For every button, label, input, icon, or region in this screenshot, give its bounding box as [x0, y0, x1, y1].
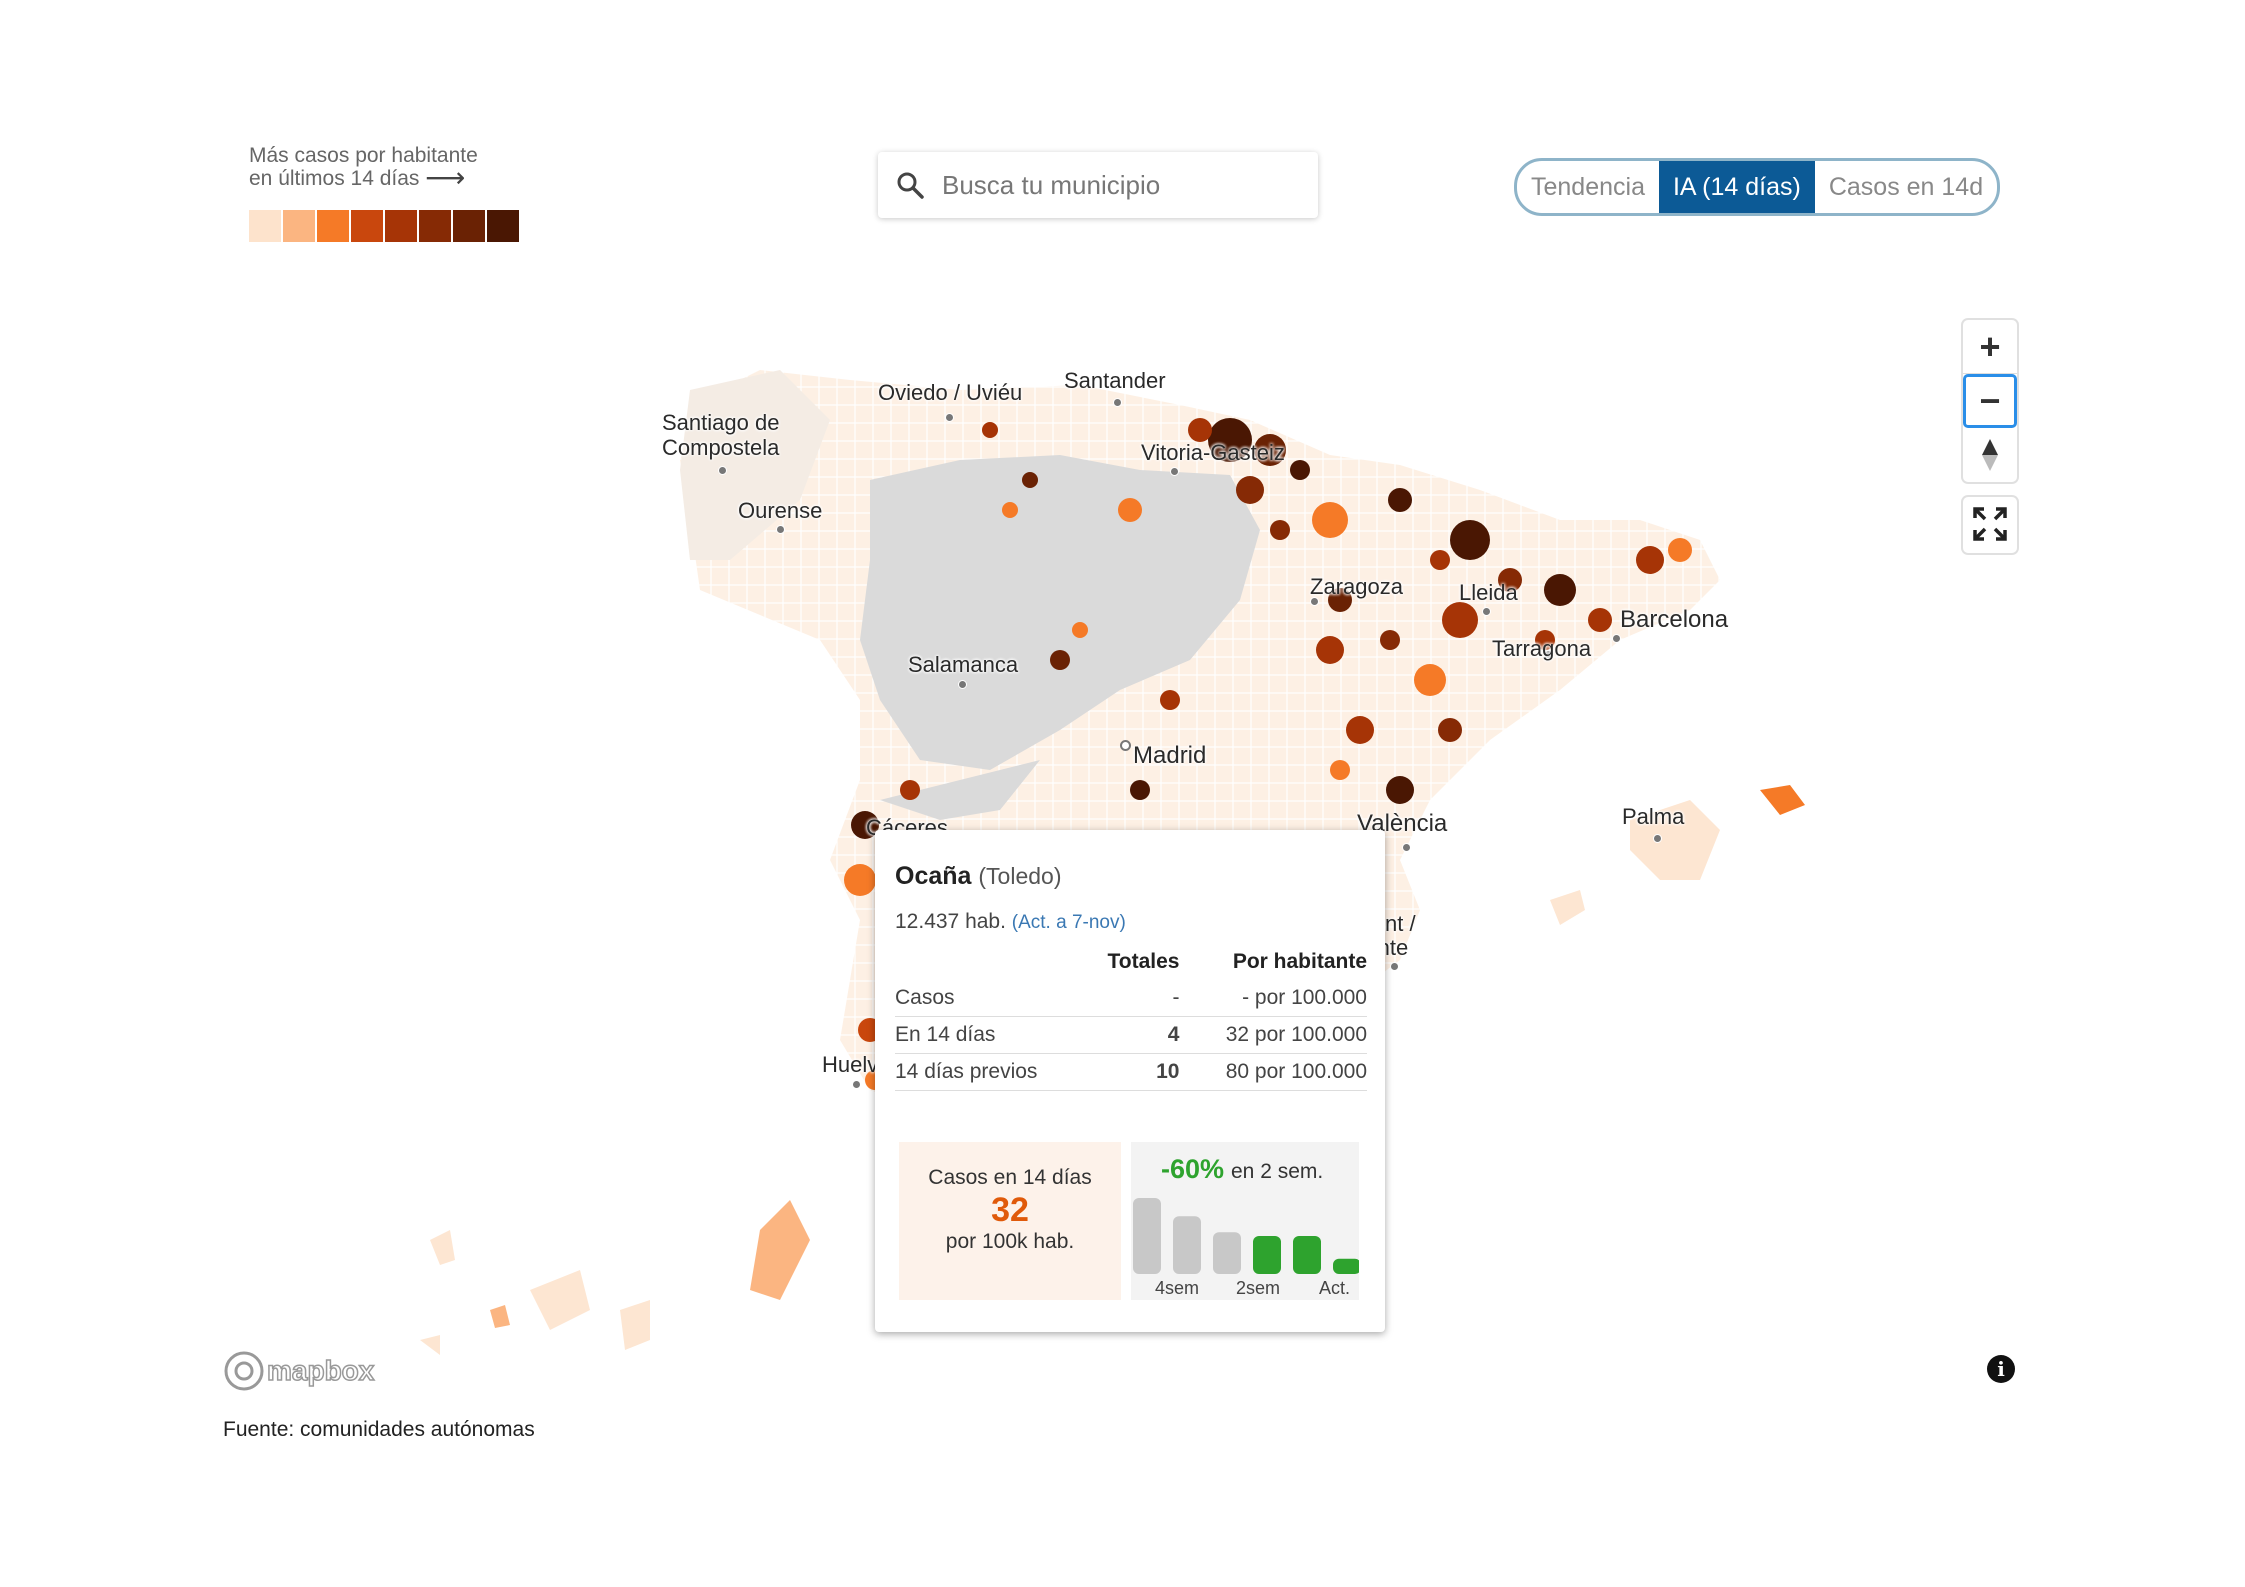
- compass-icon: [1982, 439, 1998, 471]
- legend-swatch: [249, 210, 283, 242]
- trend-bar: [1133, 1198, 1161, 1274]
- metric-toggle[interactable]: Tendencia IA (14 días) Casos en 14d: [1514, 158, 2001, 216]
- mapbox-logo[interactable]: mapbox: [223, 1350, 393, 1397]
- col-por-habitante: Por habitante: [1232, 950, 1367, 973]
- toggle-ia-14-dias[interactable]: IA (14 días): [1658, 161, 1815, 213]
- source-note: Fuente: comunidades autónomas: [223, 1418, 535, 1441]
- trend-bar: [1293, 1236, 1321, 1274]
- search-icon: [896, 171, 924, 199]
- trend-xlabel: 4sem: [1155, 1278, 1200, 1298]
- trend-xlabel: 2sem: [1236, 1278, 1281, 1298]
- fullscreen-icon: [1973, 507, 2007, 541]
- city-label: Salamanca: [908, 652, 1019, 677]
- search-input[interactable]: [940, 168, 1284, 202]
- legend-swatch: [351, 210, 385, 242]
- city-label: Madrid: [1133, 742, 1207, 769]
- toggle-casos-14d[interactable]: Casos en 14d: [1828, 173, 1984, 201]
- city-label: Oviedo / Uviéu: [878, 380, 1023, 405]
- updated-date: (Act. a 7-nov): [1011, 912, 1126, 933]
- municipality-name: Ocaña: [895, 862, 972, 890]
- col-totales: Totales: [1107, 950, 1180, 973]
- trend-percent: -60%: [1161, 1154, 1225, 1184]
- zoom-in-button[interactable]: +: [1963, 320, 2017, 374]
- legend: Más casos por habitante en últimos 14 dí…: [249, 145, 549, 242]
- trend-bars: [1133, 1198, 1359, 1274]
- city-label: Zaragoza: [1310, 574, 1403, 599]
- legend-title: Más casos por habitante en últimos 14 dí…: [249, 144, 478, 193]
- city-label: Vitoria-Gasteiz: [1141, 440, 1285, 465]
- trend-bar: [1173, 1216, 1201, 1274]
- legend-swatch: [283, 210, 317, 242]
- hotspots: [844, 418, 1692, 1090]
- legend-swatch: [419, 210, 453, 242]
- zoom-controls: + −: [1963, 320, 2017, 482]
- zoom-out-button[interactable]: −: [1963, 374, 2017, 428]
- fullscreen-control: [1963, 497, 2017, 553]
- compass-button[interactable]: [1963, 428, 2017, 482]
- fullscreen-button[interactable]: [1963, 497, 2017, 551]
- table-row: 14 días previos 10 80 por 100.000: [895, 1053, 1367, 1091]
- legend-swatch: [385, 210, 419, 242]
- legend-color-scale: [249, 210, 549, 242]
- stats-table: Totales Por habitante Casos - - por 100.…: [895, 944, 1367, 1091]
- table-row: Casos - - por 100.000: [895, 980, 1367, 1017]
- city-label: Lleida: [1459, 580, 1518, 605]
- cases-14d-value: 32: [991, 1191, 1029, 1229]
- info-button[interactable]: i: [1987, 1355, 2015, 1383]
- trend-bar: [1253, 1236, 1281, 1274]
- table-row: En 14 días 4 32 por 100.000: [895, 1016, 1367, 1054]
- province-name: (Toledo): [978, 863, 1062, 889]
- arrow-right-icon: ⟶: [425, 162, 466, 193]
- population: 12.437 hab. (Act. a 7-nov): [895, 910, 1126, 933]
- city-label: Tarragona: [1492, 636, 1592, 661]
- city-label: Santander: [1064, 368, 1166, 393]
- legend-swatch: [487, 210, 521, 242]
- legend-swatch: [453, 210, 487, 242]
- municipality-popup: Ocaña (Toledo) 12.437 hab. (Act. a 7-nov…: [875, 830, 1385, 1332]
- svg-text:mapbox: mapbox: [267, 1355, 375, 1386]
- trend-chart: -60% en 2 sem. 4sem 2sem Act.: [1131, 1142, 1359, 1300]
- search-box[interactable]: [878, 152, 1318, 218]
- city-label: Palma: [1622, 804, 1685, 829]
- grey-region: [860, 455, 1260, 770]
- city-label: Barcelona: [1620, 606, 1729, 633]
- trend-xlabel: Act.: [1319, 1278, 1351, 1298]
- trend-label: en 2 sem.: [1231, 1160, 1324, 1183]
- legend-swatch: [317, 210, 351, 242]
- trend-bar: [1333, 1258, 1359, 1274]
- toggle-tendencia[interactable]: Tendencia: [1531, 173, 1645, 201]
- trend-bar: [1213, 1232, 1241, 1274]
- popup-title: Ocaña (Toledo): [895, 862, 1062, 891]
- cases-14d-box: Casos en 14 días 32 por 100k hab.: [899, 1142, 1121, 1300]
- city-label: Santiago de Compostela: [662, 410, 780, 460]
- city-label: Ourense: [738, 498, 823, 523]
